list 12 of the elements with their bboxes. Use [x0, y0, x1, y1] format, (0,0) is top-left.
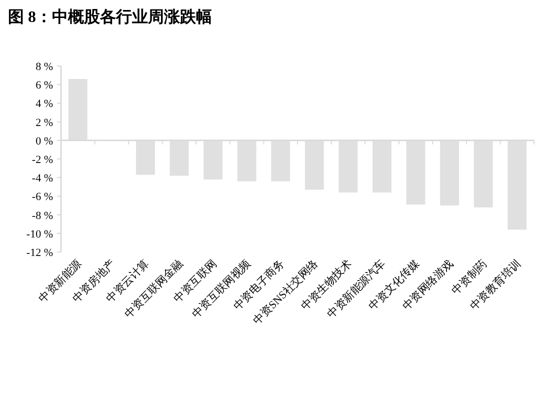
- ytick: -6 %: [32, 191, 53, 204]
- ytick: 6 %: [36, 80, 53, 92]
- ytick: -8 %: [32, 210, 53, 222]
- title: 图 8：中概股各行业周涨跌幅: [8, 9, 212, 26]
- ytick: 0 %: [36, 135, 53, 148]
- ytick: 4 %: [36, 98, 53, 110]
- ytick: -12 %: [26, 247, 53, 259]
- ytick: -10 %: [26, 228, 53, 240]
- ytick: 2 %: [36, 116, 53, 129]
- ytick: -2 %: [32, 154, 53, 166]
- ytick: -4 %: [32, 172, 53, 185]
- ytick: 8 %: [36, 61, 53, 73]
